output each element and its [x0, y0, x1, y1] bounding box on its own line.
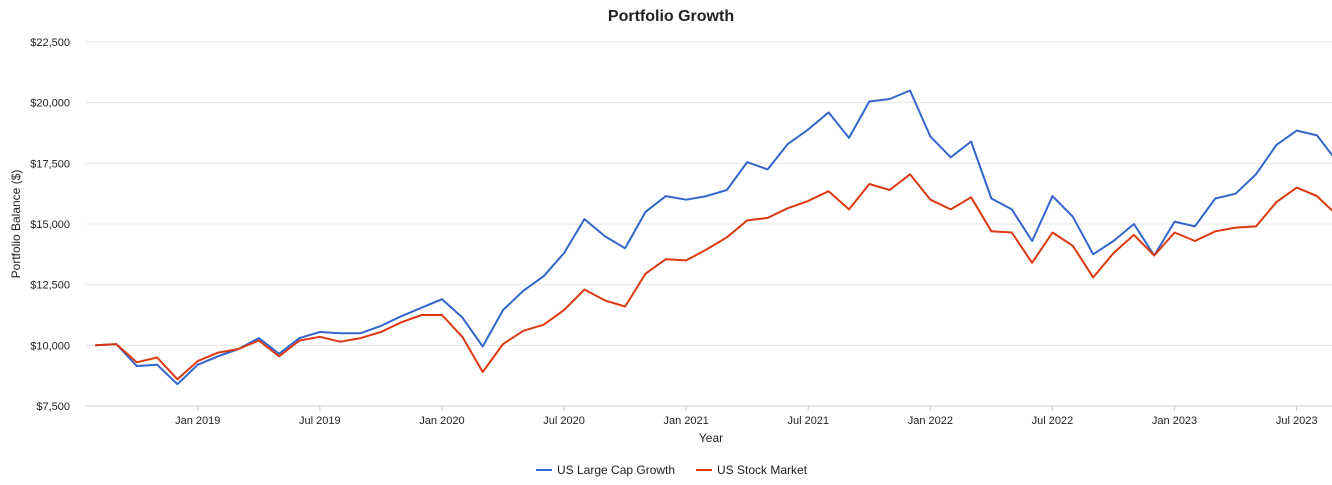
series-lines	[95, 89, 1332, 386]
x-tick-label: Jul 2022	[1032, 415, 1074, 427]
chart-title: Portfolio Growth	[608, 8, 734, 25]
x-tick-label: Jul 2021	[787, 415, 829, 427]
x-tick-label: Jan 2020	[419, 415, 464, 427]
y-tick-label: $17,500	[30, 158, 70, 170]
y-tick-label: $12,500	[30, 280, 70, 292]
y-tick-label: $10,000	[30, 340, 70, 352]
legend-item-label[interactable]: US Stock Market	[717, 463, 808, 477]
y-tick-label: $22,500	[30, 37, 70, 49]
x-axis-ticks: Jan 2019 Jul 2019 Jan 2020 Jul 2020 Jan 2021…	[175, 406, 1317, 427]
x-tick-label: Jan 2019	[175, 415, 220, 427]
x-tick-label: Jul 2023	[1276, 415, 1318, 427]
x-tick-label: Jul 2020	[543, 415, 585, 427]
legend-item-label[interactable]: US Large Cap Growth	[557, 463, 675, 477]
y-axis-title: Portfolio Balance ($)	[9, 170, 23, 279]
x-tick-label: Jan 2023	[1152, 415, 1197, 427]
series-line-us-large-cap-growth[interactable]	[95, 89, 1332, 386]
x-axis-title: Year	[699, 431, 723, 445]
x-tick-label: Jul 2019	[299, 415, 341, 427]
y-tick-label: $20,000	[30, 98, 70, 110]
legend[interactable]: US Large Cap Growth US Stock Market	[536, 463, 808, 477]
y-tick-label: $15,000	[30, 219, 70, 231]
series-line-us-stock-market[interactable]	[95, 173, 1332, 381]
y-axis-ticks: $7,500 $10,000 $12,500 $15,000 $17,500 $20,00…	[30, 37, 70, 413]
x-tick-label: Jan 2022	[908, 415, 953, 427]
y-tick-label: $7,500	[36, 401, 70, 413]
x-tick-label: Jan 2021	[664, 415, 709, 427]
